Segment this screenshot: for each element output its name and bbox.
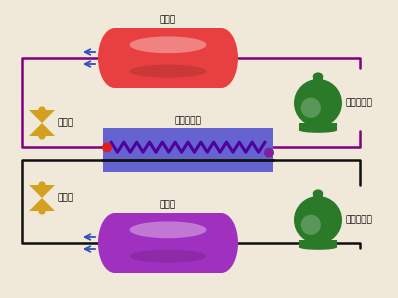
Ellipse shape	[129, 250, 207, 263]
Text: 冷凝器: 冷凝器	[160, 15, 176, 24]
Ellipse shape	[299, 128, 337, 133]
Polygon shape	[29, 198, 55, 211]
Ellipse shape	[98, 213, 132, 273]
Circle shape	[38, 181, 46, 189]
Circle shape	[38, 207, 46, 215]
Polygon shape	[29, 123, 55, 136]
Text: 高温压缩机: 高温压缩机	[346, 99, 373, 108]
Bar	[299, 123, 337, 130]
Bar	[313, 194, 323, 202]
Circle shape	[38, 106, 46, 114]
Text: 蕲发器: 蕲发器	[160, 200, 176, 209]
Polygon shape	[29, 185, 55, 198]
Bar	[115, 213, 221, 273]
Text: 节流阀: 节流阀	[57, 119, 73, 128]
Polygon shape	[29, 110, 55, 123]
Circle shape	[301, 215, 321, 235]
Circle shape	[38, 132, 46, 140]
Ellipse shape	[129, 65, 207, 78]
Bar	[299, 240, 337, 247]
Ellipse shape	[299, 244, 337, 250]
Circle shape	[102, 142, 112, 152]
Bar	[313, 77, 323, 85]
Bar	[115, 28, 221, 88]
Circle shape	[301, 98, 321, 118]
Bar	[103, 128, 273, 172]
Ellipse shape	[98, 28, 132, 88]
Ellipse shape	[205, 213, 238, 273]
Ellipse shape	[313, 72, 323, 81]
Text: 节流阀: 节流阀	[57, 193, 73, 203]
Circle shape	[294, 79, 342, 127]
Circle shape	[264, 148, 274, 158]
Ellipse shape	[205, 28, 238, 88]
Ellipse shape	[129, 36, 207, 53]
Ellipse shape	[129, 221, 207, 238]
Circle shape	[294, 196, 342, 244]
Text: 低温压缩机: 低温压缩机	[346, 215, 373, 224]
Bar	[312, 220, 324, 240]
Bar	[312, 103, 324, 123]
Text: 冷凝蕲发器: 冷凝蕲发器	[175, 116, 201, 125]
Ellipse shape	[313, 190, 323, 198]
